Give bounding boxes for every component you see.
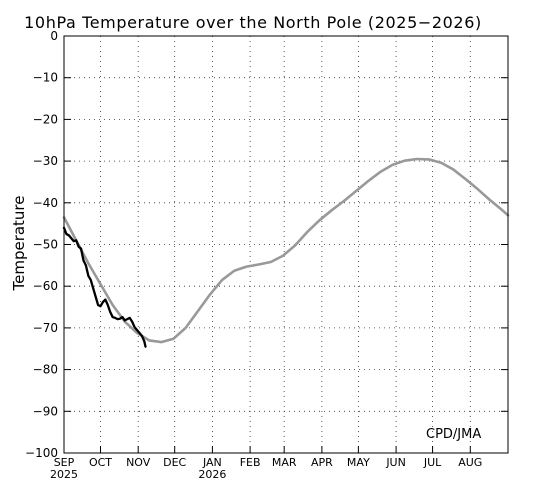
x-tick-year-label: 2025	[50, 468, 78, 481]
x-tick-label: JAN	[202, 456, 222, 469]
x-tick-label: OCT	[89, 456, 112, 469]
series-group	[62, 157, 510, 348]
x-tick-label: JUL	[423, 456, 442, 469]
x-tick-label: DEC	[163, 456, 186, 469]
x-tick-label: MAR	[272, 456, 297, 469]
y-tick-label: −100	[25, 446, 58, 460]
y-tick-label: −60	[33, 279, 58, 293]
y-tick-label: −40	[33, 196, 58, 210]
x-tick-year-label: 2026	[198, 468, 226, 481]
y-tick-label: −90	[33, 404, 58, 418]
y-tick-label: −50	[33, 238, 58, 252]
y-tick-label: −70	[33, 321, 58, 335]
y-axis: 0 −10 −20 −30 −40 −50 −60 −70 −80 −90 −100	[25, 29, 508, 460]
x-tick-label: AUG	[458, 456, 482, 469]
x-tick-label: FEB	[240, 456, 261, 469]
x-tick-label: SEP	[54, 456, 75, 469]
x-tick-label: NOV	[126, 456, 151, 469]
y-tick-label: −10	[33, 71, 58, 85]
x-tick-label: MAY	[347, 456, 370, 469]
grid	[64, 36, 508, 453]
y-tick-label: −20	[33, 112, 58, 126]
chart-title: 10hPa Temperature over the North Pole (2…	[24, 13, 482, 32]
x-tick-label: APR	[311, 456, 333, 469]
observed-series-line	[62, 226, 147, 348]
climatology-series-line	[62, 157, 510, 344]
y-axis-label: Temperature	[10, 195, 28, 291]
credit-label: CPD/JMA	[426, 427, 481, 442]
x-tick-label: JUN	[385, 456, 406, 469]
y-tick-label: 0	[50, 29, 58, 43]
y-tick-label: −30	[33, 154, 58, 168]
y-tick-label: −80	[33, 363, 58, 377]
plot-frame	[63, 35, 509, 454]
